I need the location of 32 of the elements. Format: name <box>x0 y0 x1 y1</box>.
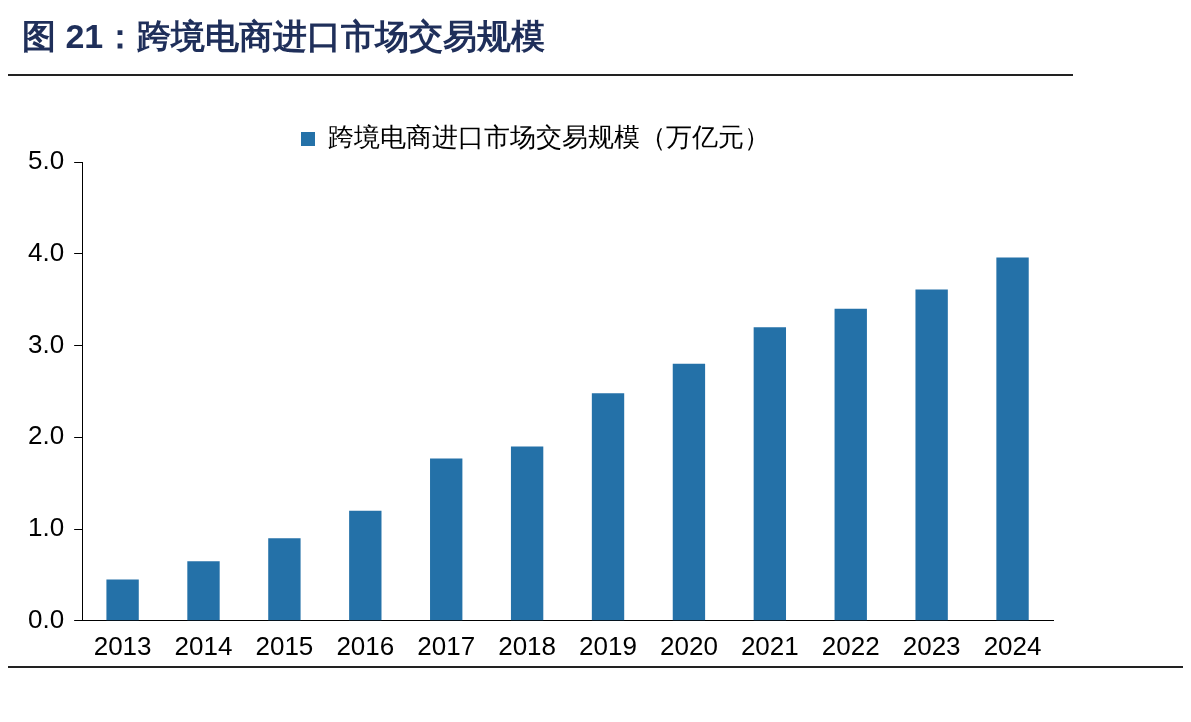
x-tick-label: 2015 <box>255 630 314 661</box>
x-tick-label: 2014 <box>174 630 233 661</box>
bar <box>834 308 867 621</box>
y-tick-label: 4.0 <box>27 236 65 267</box>
x-tick-label: 2020 <box>660 630 718 661</box>
x-tick-label: 2023 <box>902 630 961 661</box>
bar <box>430 458 463 621</box>
y-tick-label: 3.0 <box>27 328 65 359</box>
x-tick-label: 2013 <box>93 630 152 661</box>
bar <box>106 579 139 621</box>
bar <box>915 289 948 621</box>
x-tick-label: 2016 <box>336 630 395 661</box>
y-tick-label: 5.0 <box>27 145 65 176</box>
bar <box>591 393 625 621</box>
x-tick-label: 2022 <box>821 630 880 661</box>
chart-title: 图 21：跨境电商进口市场交易规模 <box>8 8 1073 76</box>
y-tick-label: 2.0 <box>27 420 65 451</box>
bar <box>996 257 1029 621</box>
bar <box>753 327 787 621</box>
bar <box>268 538 301 621</box>
bar <box>510 446 544 621</box>
x-tick-label: 2019 <box>579 630 637 661</box>
legend-label: 跨境电商进口市场交易规模（万亿元） <box>328 122 770 153</box>
x-tick-label: 2021 <box>740 630 799 661</box>
x-tick-label: 2024 <box>983 630 1042 661</box>
x-tick-label: 2017 <box>417 630 476 661</box>
bar <box>672 363 706 621</box>
x-tick-label: 2018 <box>498 630 557 661</box>
y-tick-label: 1.0 <box>27 512 65 543</box>
bar <box>349 510 382 621</box>
y-tick-label: 0.0 <box>27 603 65 634</box>
bar <box>187 561 220 621</box>
